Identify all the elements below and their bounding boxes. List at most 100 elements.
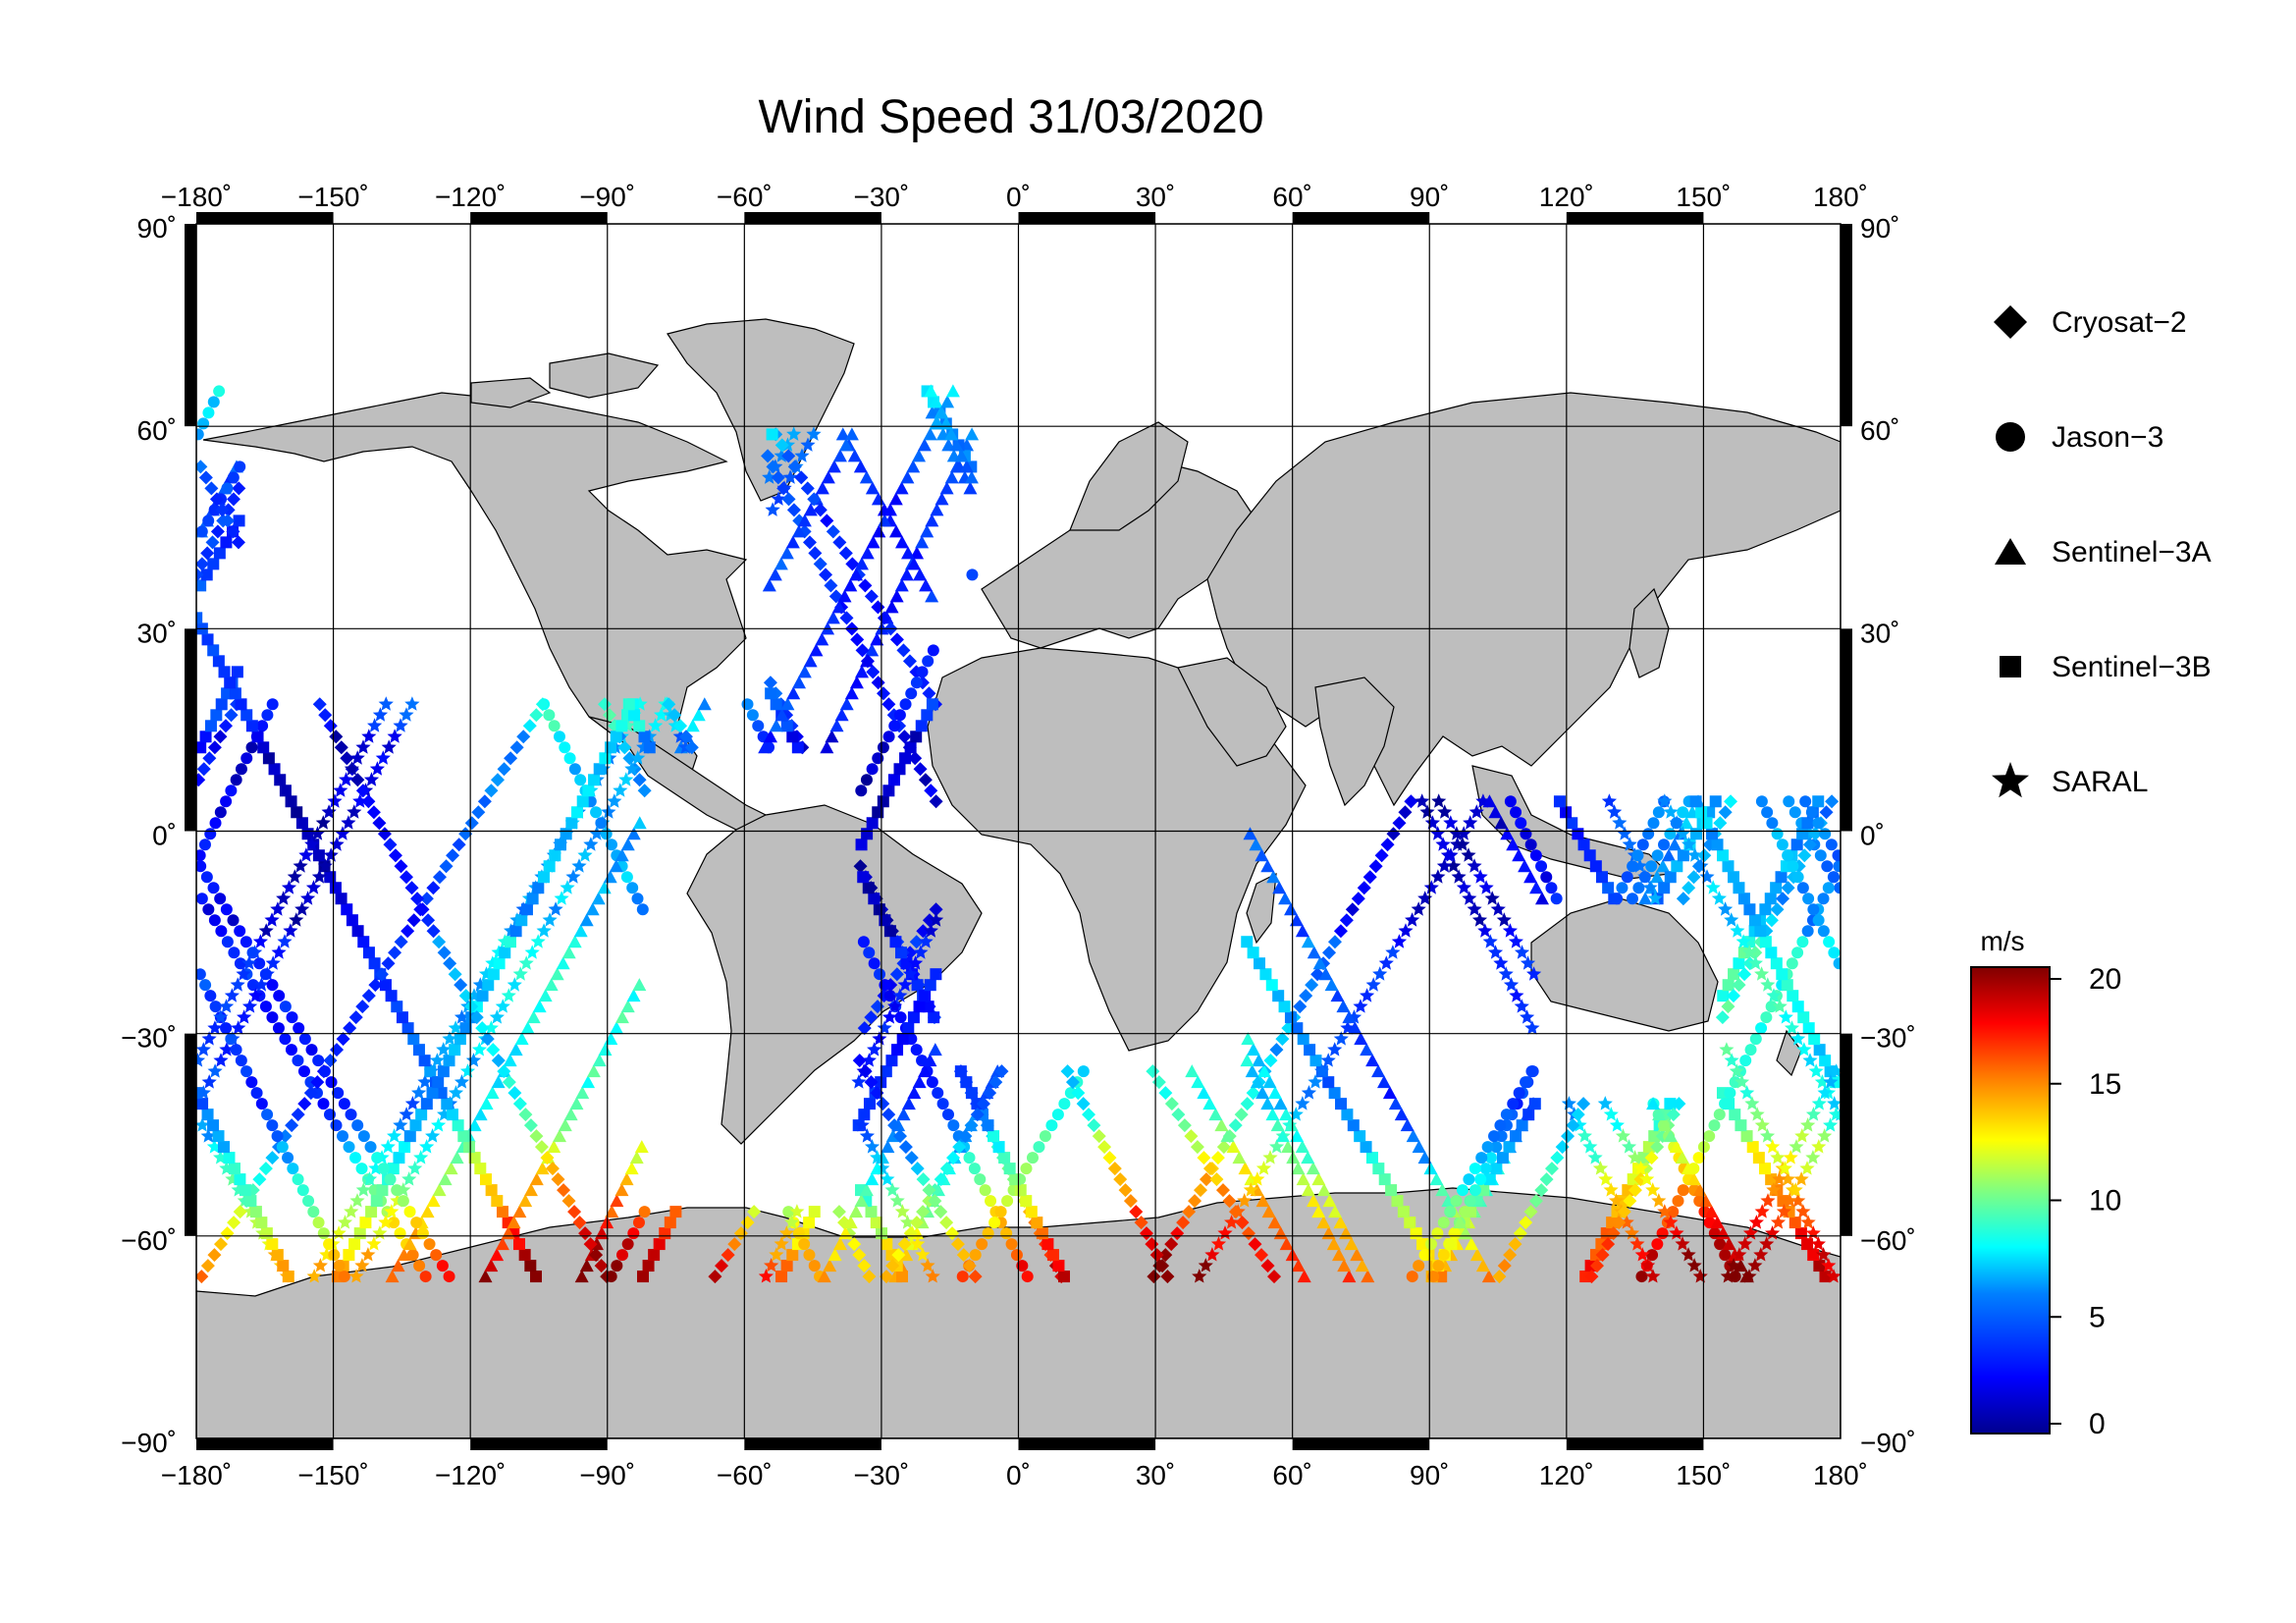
- star-track-point: [448, 1085, 464, 1100]
- triangle-track-point: [620, 838, 635, 851]
- star-track-point: [1826, 1269, 1841, 1283]
- diamond-track-point: [1497, 1259, 1512, 1273]
- triangle-track-point: [829, 719, 844, 732]
- star-track-point: [1467, 858, 1482, 873]
- square-track-point: [485, 1184, 498, 1197]
- triangle-track-point: [1261, 1205, 1276, 1218]
- square-track-point: [1014, 1184, 1027, 1197]
- diamond-track-point: [855, 643, 870, 658]
- circle-track-point: [298, 1033, 311, 1046]
- square-track-point: [1341, 1109, 1354, 1121]
- triangle-track-point: [1295, 924, 1309, 938]
- triangle-track-point: [1278, 892, 1293, 905]
- star-track-point: [219, 999, 235, 1013]
- square-track-point: [441, 1098, 454, 1110]
- square-track-point: [992, 1141, 1005, 1154]
- triangle-track-point: [832, 1237, 847, 1251]
- diamond-track-point: [1267, 1270, 1282, 1284]
- diamond-track-point: [1246, 1086, 1260, 1101]
- circle-track-point: [1474, 1173, 1487, 1186]
- square-track-point: [926, 698, 938, 711]
- circle-track-point: [621, 1238, 634, 1251]
- triangle-track-point: [586, 1064, 601, 1078]
- star-track-point: [1301, 1085, 1317, 1100]
- lon-label-top: −90˚: [579, 182, 635, 212]
- circle-track-point: [1010, 1249, 1023, 1262]
- star-track-point: [1612, 815, 1628, 830]
- circle-track-point: [323, 1109, 336, 1121]
- star-track-point: [213, 1009, 229, 1024]
- square-track-point: [1754, 925, 1767, 938]
- star-track-point: [1760, 1193, 1776, 1208]
- star-track-point: [1482, 934, 1498, 948]
- triangle-track-point: [929, 395, 943, 408]
- triangle-track-point: [1241, 1032, 1255, 1046]
- star-track-point: [407, 1161, 423, 1175]
- triangle-track-point: [1336, 1000, 1351, 1013]
- diamond-track-point: [534, 1140, 549, 1155]
- square-track-point: [212, 1130, 225, 1143]
- triangle-track-point: [691, 708, 706, 722]
- satellite-tracks: [196, 384, 1841, 1284]
- diamond-track-point: [502, 1075, 516, 1090]
- diamond-track-point: [831, 1205, 846, 1219]
- circle-track-point: [266, 979, 279, 992]
- triangle-track-point: [859, 470, 874, 484]
- triangle-track-point: [1275, 1129, 1290, 1143]
- square-track-point: [476, 990, 489, 1002]
- circle-track-point: [225, 784, 238, 797]
- triangle-track-point: [614, 1010, 629, 1024]
- diamond-track-point: [1374, 848, 1389, 863]
- star-track-point: [1805, 1107, 1822, 1121]
- triangle-track-point: [605, 1205, 619, 1218]
- star-track-point: [404, 696, 420, 711]
- diamond-track-point: [233, 1205, 247, 1219]
- circle-track-point: [403, 1206, 416, 1218]
- square-track-point: [368, 957, 381, 970]
- star-track-point: [915, 1247, 931, 1262]
- circle-track-point: [196, 525, 208, 538]
- circle-track-point: [338, 1271, 350, 1283]
- star-track-point: [431, 1117, 447, 1132]
- star-track-point: [1436, 858, 1453, 873]
- circle-track-point: [202, 514, 215, 527]
- star-track-point: [298, 847, 314, 862]
- triangle-track-point: [797, 514, 812, 527]
- circle-track-point: [1431, 1227, 1444, 1240]
- diamond-track-point: [388, 848, 402, 863]
- square-track-point: [432, 1076, 445, 1089]
- star-track-point: [864, 1139, 881, 1154]
- diamond-track-point: [902, 654, 917, 669]
- square-track-point: [249, 1206, 262, 1218]
- star-track-point: [774, 1236, 789, 1251]
- triangle-track-point: [1255, 1086, 1270, 1100]
- star-track-point: [436, 1042, 452, 1056]
- triangle-track-point: [514, 1032, 529, 1046]
- diamond-track-point: [1508, 1237, 1522, 1252]
- triangle-track-point: [520, 1021, 535, 1035]
- star-track-point: [1799, 1161, 1815, 1175]
- star-track-point: [1642, 880, 1658, 894]
- triangle-track-point: [1307, 1194, 1321, 1208]
- triangle-track-point: [495, 1237, 509, 1251]
- circle-track-point: [1787, 860, 1799, 873]
- diamond-track-point: [200, 1259, 215, 1273]
- diamond-track-point: [800, 481, 815, 496]
- star-track-point: [1770, 1215, 1787, 1229]
- diamond-track-point: [603, 708, 617, 723]
- star-track-point: [565, 869, 581, 884]
- star-marker: [1992, 762, 2029, 798]
- triangle-track-point: [1197, 1086, 1211, 1100]
- diamond-track-point: [232, 481, 246, 496]
- square-track-point: [1365, 1152, 1378, 1164]
- star-track-point: [1800, 1215, 1816, 1229]
- star-track-point: [548, 901, 563, 916]
- triangle-track-point: [915, 535, 930, 549]
- circle-track-point: [1812, 817, 1825, 830]
- triangle-track-point: [1249, 838, 1263, 851]
- diamond-track-point: [523, 1118, 538, 1133]
- circle-track-point: [803, 1249, 816, 1262]
- circle-track-point: [926, 1076, 938, 1089]
- circle-track-point: [1817, 893, 1830, 905]
- diamond-track-point: [1802, 838, 1817, 852]
